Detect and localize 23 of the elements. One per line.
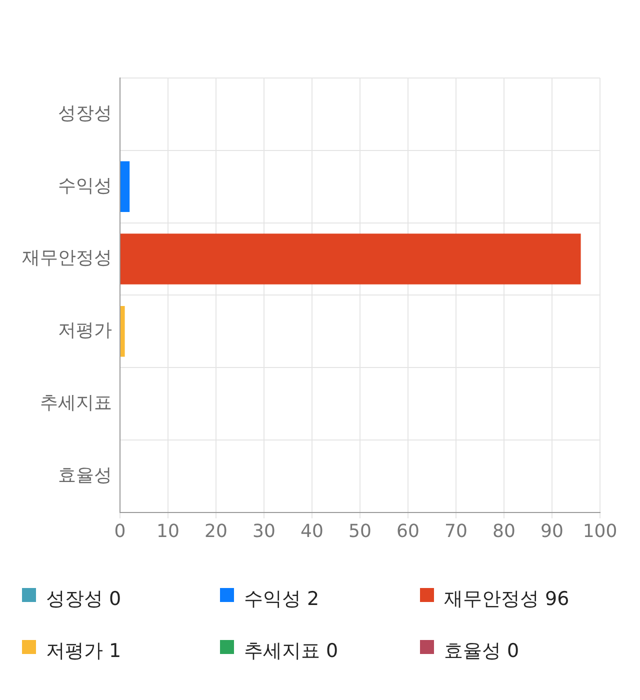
category-label: 재무안정성 96 [444,588,570,610]
y-tick-label: 성장성 [58,102,112,124]
category-label: 추세지표 0 [244,640,338,662]
category-label: 효율성 0 [444,640,520,662]
x-tick-label: 50 [348,520,372,542]
y-tick-label: 저평가 [58,320,112,342]
category-label: 수익성 2 [244,588,320,610]
y-tick-label: 효율성 [58,464,112,486]
x-tick-label: 100 [582,520,618,542]
x-tick-label: 0 [114,520,126,542]
x-tick-label: 60 [396,520,420,542]
category-label: 성장성 0 [46,588,122,610]
x-tick-label: 40 [300,520,324,542]
x-tick-label: 80 [492,520,516,542]
y-tick-label: 추세지표 [40,392,112,414]
x-tick-label: 20 [204,520,228,542]
x-tick-label: 70 [444,520,468,542]
category-label: 저평가 1 [46,640,122,662]
x-tick-label: 90 [540,520,564,542]
y-tick-label: 재무안정성 [22,248,112,269]
x-tick-label: 10 [156,520,180,542]
y-tick-label: 수익성 [58,175,112,196]
x-tick-label: 30 [252,520,276,542]
